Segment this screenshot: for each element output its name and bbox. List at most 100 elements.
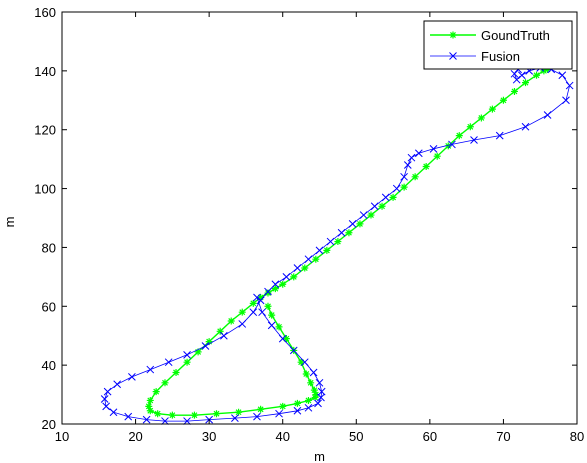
data-point	[307, 379, 315, 387]
data-point	[407, 153, 416, 162]
series-1	[100, 64, 574, 425]
data-point	[302, 370, 310, 378]
x-tick-label: 50	[349, 429, 363, 444]
data-point	[293, 399, 301, 407]
data-point	[378, 202, 386, 210]
data-point	[470, 136, 478, 144]
data-point	[279, 280, 287, 288]
data-point	[164, 358, 173, 367]
x-axis-label: m	[314, 449, 325, 463]
x-tick-label: 80	[570, 429, 584, 444]
data-point	[510, 87, 518, 95]
data-point	[238, 308, 246, 316]
data-point	[411, 173, 419, 181]
data-point	[317, 393, 325, 402]
data-point	[257, 293, 265, 301]
data-point	[562, 96, 570, 105]
data-point	[444, 142, 452, 150]
data-point	[257, 405, 265, 413]
data-point	[161, 417, 169, 425]
legend-entries: GoundTruth Fusion	[430, 28, 550, 64]
data-point	[297, 358, 305, 366]
data-point	[253, 412, 261, 421]
y-tick-label: 60	[42, 299, 56, 314]
data-point	[495, 131, 504, 140]
data-point	[488, 105, 496, 113]
legend-marker	[449, 52, 457, 60]
data-point	[392, 184, 401, 193]
data-point	[345, 229, 353, 237]
data-point	[522, 79, 529, 87]
data-point	[477, 114, 485, 122]
data-point	[275, 409, 283, 418]
legend-label: Fusion	[481, 49, 520, 64]
y-tick-label: 20	[42, 417, 56, 432]
data-point	[231, 414, 239, 422]
data-point	[381, 193, 390, 202]
data-point	[315, 246, 324, 255]
data-point	[558, 71, 567, 80]
data-point	[128, 373, 136, 381]
data-point	[113, 380, 122, 389]
y-tick-label: 80	[42, 240, 56, 255]
data-point	[433, 152, 441, 160]
data-point	[304, 403, 313, 412]
data-point	[279, 402, 287, 410]
data-point	[183, 417, 191, 425]
data-point	[300, 358, 309, 367]
data-point	[348, 220, 357, 228]
y-tick-label: 140	[34, 64, 56, 79]
data-point	[271, 280, 280, 289]
data-point	[311, 394, 319, 402]
data-point	[213, 410, 220, 418]
data-point	[312, 391, 320, 399]
data-point	[429, 144, 438, 153]
legend-box	[423, 20, 573, 70]
data-point	[512, 75, 521, 84]
data-point	[253, 293, 261, 302]
data-point	[314, 399, 322, 408]
data-point	[289, 346, 298, 355]
data-point	[309, 368, 318, 377]
data-point	[216, 327, 224, 335]
data-point	[367, 211, 375, 219]
data-point	[290, 273, 298, 281]
data-point	[359, 211, 368, 219]
data-point	[249, 299, 257, 307]
data-point	[100, 395, 109, 403]
data-point	[301, 264, 309, 272]
data-point	[194, 348, 202, 356]
data-point	[543, 111, 552, 119]
data-point	[238, 320, 247, 328]
x-tick-label: 30	[202, 429, 216, 444]
legend-marker	[449, 31, 457, 39]
data-point	[146, 365, 155, 374]
data-point	[102, 402, 110, 411]
data-point	[190, 411, 198, 419]
y-axis-label: m	[2, 217, 17, 228]
data-point	[183, 350, 191, 359]
data-point	[422, 163, 430, 170]
data-point	[304, 255, 313, 264]
x-tick-label: 20	[128, 429, 142, 444]
data-point	[323, 246, 331, 254]
data-point	[282, 335, 290, 343]
data-point	[256, 296, 265, 305]
x-tick-label: 70	[496, 429, 510, 444]
y-tick-label: 160	[34, 5, 56, 20]
data-point	[389, 193, 397, 201]
data-point	[370, 202, 379, 211]
data-point	[414, 149, 423, 158]
data-point	[264, 289, 272, 297]
data-point	[109, 408, 118, 417]
data-point	[278, 334, 287, 343]
plot-series	[100, 64, 574, 425]
data-point	[293, 406, 302, 415]
data-point	[249, 308, 258, 317]
data-point	[168, 411, 176, 419]
data-point	[271, 285, 279, 293]
x-tick-label: 10	[55, 429, 69, 444]
data-point	[264, 302, 272, 310]
